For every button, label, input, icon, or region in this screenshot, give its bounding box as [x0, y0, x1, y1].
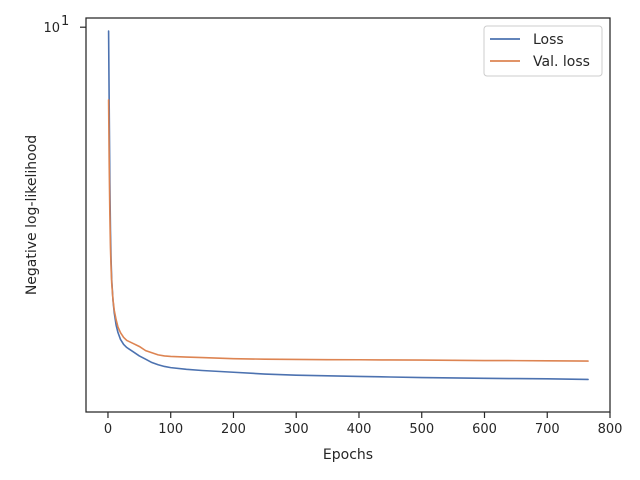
- x-tick-label: 400: [347, 422, 372, 437]
- x-axis-label: Epochs: [323, 447, 373, 463]
- legend-label: Val. loss: [533, 54, 590, 70]
- legend: Loss Val. loss: [483, 25, 603, 77]
- series-layer: [107, 30, 589, 381]
- y-axis-ticks: 10 1: [43, 14, 86, 36]
- x-tick-label: 700: [535, 422, 560, 437]
- x-axis-ticks: 0 100 200 300 400 500 600 700 800: [104, 412, 623, 437]
- series-line-val-loss: [107, 99, 589, 362]
- x-tick-label: 800: [598, 422, 623, 437]
- x-tick-label: 100: [158, 422, 183, 437]
- x-tick-label: 500: [409, 422, 434, 437]
- x-tick-label: 200: [221, 422, 246, 437]
- y-tick-label-exponent: 1: [61, 14, 69, 29]
- x-tick-label: 600: [472, 422, 497, 437]
- legend-label: Loss: [533, 32, 564, 48]
- series-line-loss: [107, 30, 589, 381]
- y-axis-label: Negative log-likelihood: [24, 135, 40, 295]
- x-tick-label: 0: [104, 422, 112, 437]
- x-tick-label: 300: [284, 422, 309, 437]
- y-tick-label: 10: [43, 21, 60, 36]
- plot-frame: [85, 17, 611, 413]
